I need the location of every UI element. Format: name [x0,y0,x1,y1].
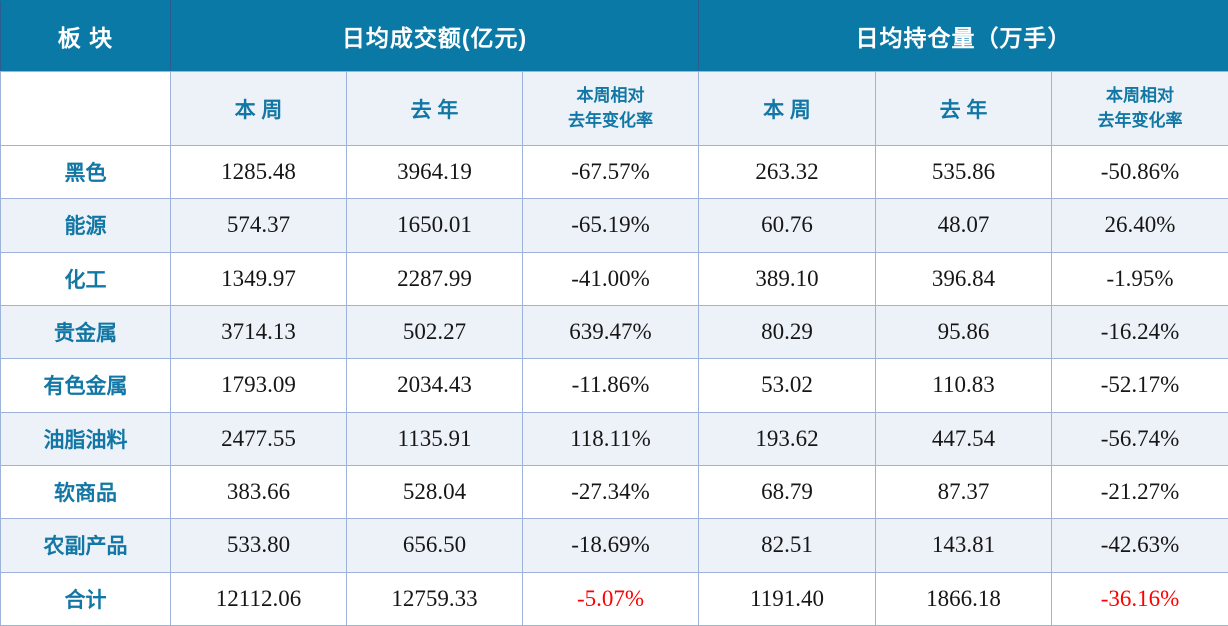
cell-turnover-this-week: 383.66 [170,464,347,520]
cell-turnover-this-week: 12112.06 [170,571,347,626]
cell-oi-this-week: 80.29 [698,304,876,360]
cell-oi-change: -21.27% [1050,464,1228,520]
cell-oi-last-year: 535.86 [875,144,1052,200]
cell-turnover-last-year: 3964.19 [346,144,523,200]
cell-turnover-last-year: 2034.43 [346,358,523,413]
cell-oi-change: -52.17% [1050,358,1228,413]
cell-turnover-last-year: 656.50 [346,518,523,573]
table-row: 油脂油料 2477.55 1135.91 118.11% 193.62 447.54 -56… [0,411,1228,466]
cell-turnover-change: -65.19% [522,198,699,253]
cell-oi-this-week: 263.32 [698,144,876,200]
sector-label: 软商品 [0,464,171,520]
cell-turnover-last-year: 528.04 [346,464,523,520]
cell-oi-last-year: 143.81 [875,518,1052,573]
last-year-header: 去 年 [346,71,523,146]
sector-label: 黑色 [0,144,171,200]
table-row: 能源 574.37 1650.01 -65.19% 60.76 48.07 26.40% [0,198,1228,253]
sector-label: 合计 [0,571,171,626]
cell-oi-this-week: 53.02 [698,358,876,413]
cell-turnover-change: -11.86% [522,358,699,413]
cell-oi-change: -42.63% [1050,518,1228,573]
cell-turnover-last-year: 12759.33 [346,571,523,626]
cell-oi-this-week: 60.76 [698,198,876,253]
cell-turnover-this-week: 1793.09 [170,358,347,413]
change-rate-header: 本周相对 去年变化率 [1050,71,1228,146]
cell-oi-last-year: 95.86 [875,304,1052,360]
sector-label: 化工 [0,251,171,306]
cell-turnover-change: -18.69% [522,518,699,573]
cell-oi-last-year: 396.84 [875,251,1052,306]
total-row: 合计 12112.06 12759.33 -5.07% 1191.40 1866.18 -3… [0,571,1228,626]
this-week-header: 本 周 [698,71,876,146]
table-row: 有色金属 1793.09 2034.43 -11.86% 53.02 110.83 -52.… [0,358,1228,413]
group-header-open-interest: 日均持仓量（万手） [697,0,1228,72]
cell-turnover-this-week: 2477.55 [170,411,347,466]
sector-label: 油脂油料 [0,411,171,466]
group-header-row: 板 块 日均成交额(亿元) 日均持仓量（万手） [0,0,1228,72]
cell-oi-this-week: 82.51 [698,518,876,573]
cell-turnover-this-week: 3714.13 [170,304,347,360]
cell-oi-change: -56.74% [1050,411,1228,466]
cell-turnover-this-week: 533.80 [170,518,347,573]
cell-oi-change: -16.24% [1050,304,1228,360]
table-row: 黑色 1285.48 3964.19 -67.57% 263.32 535.86 -50.8… [0,144,1228,200]
change-rate-header: 本周相对 去年变化率 [522,71,699,146]
last-year-header: 去 年 [875,71,1052,146]
cell-oi-this-week: 389.10 [698,251,876,306]
cell-oi-change: -1.95% [1050,251,1228,306]
cell-oi-last-year: 447.54 [875,411,1052,466]
cell-oi-last-year: 110.83 [875,358,1052,413]
sector-label: 贵金属 [0,304,171,360]
cell-turnover-last-year: 1650.01 [346,198,523,253]
cell-turnover-change: 118.11% [522,411,699,466]
cell-turnover-this-week: 574.37 [170,198,347,253]
cell-turnover-change: 639.47% [522,304,699,360]
this-week-header: 本 周 [170,71,347,146]
table-row: 软商品 383.66 528.04 -27.34% 68.79 87.37 -21.27% [0,464,1228,520]
cell-oi-this-week: 68.79 [698,464,876,520]
group-header-turnover: 日均成交额(亿元) [170,0,699,72]
cell-turnover-last-year: 2287.99 [346,251,523,306]
cell-oi-this-week: 193.62 [698,411,876,466]
cell-oi-last-year: 1866.18 [875,571,1052,626]
cell-turnover-last-year: 1135.91 [346,411,523,466]
sector-label: 有色金属 [0,358,171,413]
cell-turnover-change: -67.57% [522,144,699,200]
table-row: 化工 1349.97 2287.99 -41.00% 389.10 396.84 -1.95… [0,251,1228,306]
cell-oi-change: -36.16% [1050,571,1228,626]
sector-label: 农副产品 [0,518,171,573]
cell-oi-this-week: 1191.40 [698,571,876,626]
corner-header-sector: 板 块 [0,0,171,72]
table-row: 贵金属 3714.13 502.27 639.47% 80.29 95.86 -16.24% [0,304,1228,360]
cell-turnover-last-year: 502.27 [346,304,523,360]
cell-turnover-change: -41.00% [522,251,699,306]
cell-oi-last-year: 87.37 [875,464,1052,520]
cell-turnover-change: -5.07% [522,571,699,626]
corner-blank-cell [0,71,171,146]
cell-turnover-this-week: 1285.48 [170,144,347,200]
table-row: 农副产品 533.80 656.50 -18.69% 82.51 143.81 -42.63… [0,518,1228,573]
cell-turnover-this-week: 1349.97 [170,251,347,306]
cell-oi-change: 26.40% [1050,198,1228,253]
cell-oi-last-year: 48.07 [875,198,1052,253]
cell-oi-change: -50.86% [1050,144,1228,200]
sector-label: 能源 [0,198,171,253]
cell-turnover-change: -27.34% [522,464,699,520]
sub-header-row: 本 周去 年本周相对 去年变化率本 周去 年本周相对 去年变化率 [0,71,1228,146]
